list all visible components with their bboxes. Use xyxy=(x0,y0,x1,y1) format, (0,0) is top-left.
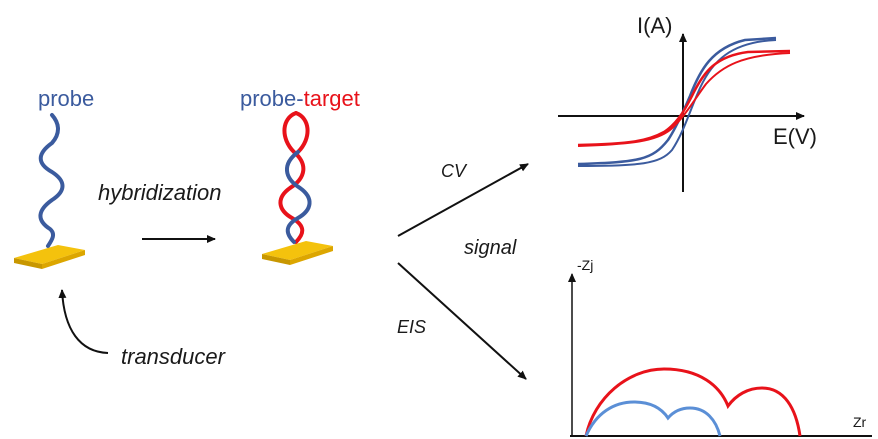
probe-target-dash: - xyxy=(296,86,303,111)
transducer-arrow xyxy=(58,289,109,354)
target-loop xyxy=(294,111,310,154)
probe-strand xyxy=(38,113,65,248)
cv-x-axis-label: E(V) xyxy=(773,124,817,149)
cv-plot: I(A) E(V) xyxy=(558,13,817,192)
electrode-left xyxy=(14,245,85,269)
cv-curve-blue-return xyxy=(577,39,777,167)
cv-label: CV xyxy=(441,161,468,181)
cv-curve-red-return xyxy=(577,52,791,147)
hybrid-probe-strand xyxy=(285,150,312,244)
eis-curve-red xyxy=(584,367,802,437)
probe-target-probe-part: probe xyxy=(240,86,296,111)
probe-target-target-part: target xyxy=(304,86,360,111)
signal-label: signal xyxy=(464,237,517,259)
hybridization-label: hybridization xyxy=(98,180,222,205)
eis-arrow xyxy=(397,262,527,380)
eis-label: EIS xyxy=(397,317,426,337)
target-strand xyxy=(278,111,306,244)
electrode-middle xyxy=(262,241,333,265)
transducer-label: transducer xyxy=(121,344,227,369)
eis-x-axis-label: Zr xyxy=(853,414,867,430)
probe-target-label: probe-target xyxy=(240,86,360,111)
eis-y-axis-label: -Zj xyxy=(577,257,593,273)
cv-y-axis-label: I(A) xyxy=(637,13,672,38)
eis-plot: -Zj Zr xyxy=(568,257,872,437)
eis-curve-blue xyxy=(584,400,722,437)
probe-label: probe xyxy=(38,86,94,111)
cv-arrow xyxy=(397,163,529,237)
